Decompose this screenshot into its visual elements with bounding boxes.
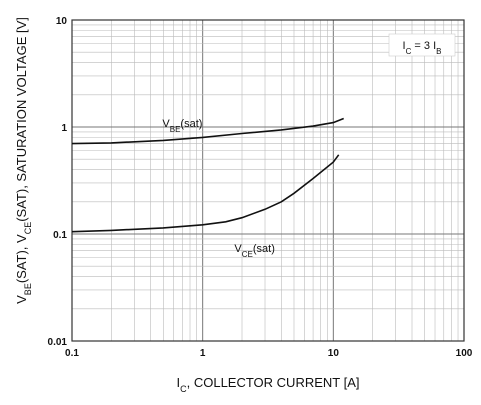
- label-text: (SAT), V: [14, 234, 29, 283]
- vbe-sat-label: VBE(sat): [162, 118, 202, 134]
- subscript-text: C: [406, 47, 412, 56]
- subscript-text: BE: [23, 283, 33, 295]
- vce-sat-curve: [71, 154, 340, 233]
- y-axis-label: VBE(SAT), VCE(SAT), SATURATION VOLTAGE […: [14, 17, 33, 304]
- label-text: V: [14, 295, 29, 304]
- annotation-box: [388, 33, 456, 57]
- label-text: V: [162, 118, 170, 130]
- y-tick-label: 10: [56, 16, 68, 27]
- subscript-text: BE: [170, 125, 181, 134]
- series-group: [71, 117, 344, 233]
- vbe-sat-curve: [71, 117, 344, 145]
- x-tick-label: 0.1: [65, 348, 79, 359]
- x-tick-label: 10: [328, 348, 340, 359]
- x-axis-label: IC, COLLECTOR CURRENT [A]: [176, 375, 359, 394]
- subscript-text: C: [180, 384, 187, 394]
- plot-frame: [71, 19, 465, 342]
- annotation-group: IC = 3 IB: [388, 33, 456, 57]
- vce-sat-label: VCE(sat): [234, 243, 274, 259]
- subscript-text: CE: [23, 222, 33, 235]
- annotation-text: IC = 3 IB: [403, 40, 442, 56]
- subscript-text: B: [436, 47, 441, 56]
- label-text: I: [403, 40, 406, 52]
- y-tick-label: 0.1: [53, 230, 67, 241]
- x-tick-label: 1: [200, 348, 206, 359]
- y-tick-label: 0.01: [48, 337, 68, 348]
- label-text: , COLLECTOR CURRENT [A]: [187, 375, 360, 390]
- label-text: = 3 I: [411, 40, 436, 52]
- label-text: (SAT), SATURATION VOLTAGE [V]: [14, 17, 29, 222]
- label-text: V: [234, 243, 242, 255]
- label-text: (sat): [253, 243, 275, 255]
- series-labels: VBE(sat)VCE(sat): [162, 118, 274, 258]
- x-tick-label: 100: [456, 348, 473, 359]
- grid: [71, 20, 464, 342]
- label-text: I: [176, 375, 180, 390]
- label-text: (sat): [180, 118, 202, 130]
- y-tick-label: 1: [61, 123, 67, 134]
- subscript-text: CE: [242, 249, 253, 258]
